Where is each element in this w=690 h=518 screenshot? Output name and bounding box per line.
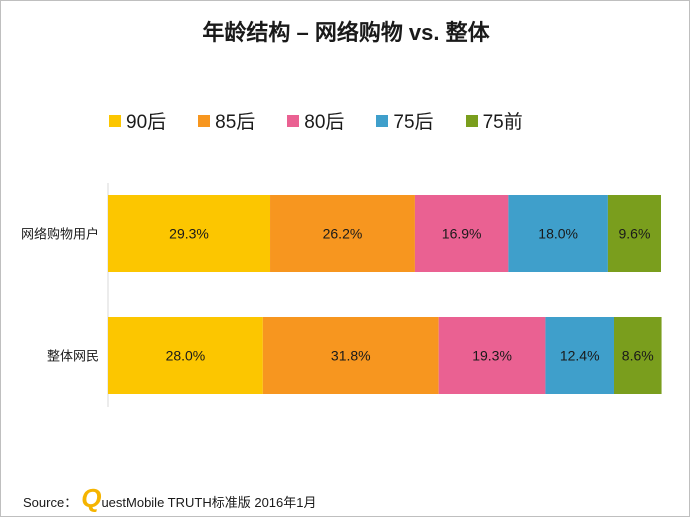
category-label: 整体网民 [47, 349, 99, 364]
bar-segment [270, 195, 415, 272]
data-label: 8.6% [622, 348, 654, 364]
legend-swatch [287, 114, 300, 127]
legend: 90后 85后 80后 75后 75前 [109, 107, 555, 134]
data-label: 29.3% [169, 226, 209, 242]
category-label: 网络购物用户 [21, 227, 99, 242]
legend-item: 75前 [465, 107, 523, 134]
legend-swatch [376, 114, 389, 127]
bar-segment [108, 195, 271, 272]
legend-item: 80后 [287, 107, 344, 134]
legend-item: 75后 [376, 107, 434, 134]
bar-segment [438, 317, 546, 394]
bar-segment [545, 317, 614, 394]
legend-label: 80后 [304, 112, 345, 133]
data-label: 28.0% [166, 348, 206, 364]
data-label: 9.6% [618, 226, 650, 242]
data-label: 12.4% [560, 348, 600, 364]
bar-segment [607, 195, 661, 272]
legend-label: 85后 [215, 112, 256, 133]
bar-segment [262, 317, 439, 394]
source-note: Source： Q uestMobile TRUTH标准版 2016年1月 [23, 485, 317, 511]
legend-item: 85后 [198, 107, 255, 134]
legend-item: 90后 [109, 107, 166, 134]
questmobile-logo-letter: Q [81, 483, 102, 513]
data-label: 31.8% [331, 348, 371, 364]
data-label: 18.0% [538, 226, 578, 242]
bar-segment [508, 195, 608, 272]
legend-swatch [198, 114, 211, 127]
bar-segment [414, 195, 509, 272]
data-label: 16.9% [442, 226, 482, 242]
bar-segment [108, 317, 263, 394]
source-prefix: Source： [23, 495, 78, 510]
legend-swatch [465, 114, 478, 127]
chart-title: 年龄结构 – 网络购物 vs. 整体 [202, 20, 490, 45]
data-label: 26.2% [323, 226, 363, 242]
legend-label: 90后 [126, 112, 167, 133]
bar-segment [614, 317, 662, 394]
legend-label: 75前 [482, 112, 523, 133]
source-text: uestMobile TRUTH标准版 2016年1月 [101, 495, 317, 510]
legend-label: 75后 [393, 112, 434, 133]
legend-swatch [109, 114, 121, 127]
data-label: 19.3% [472, 348, 512, 364]
